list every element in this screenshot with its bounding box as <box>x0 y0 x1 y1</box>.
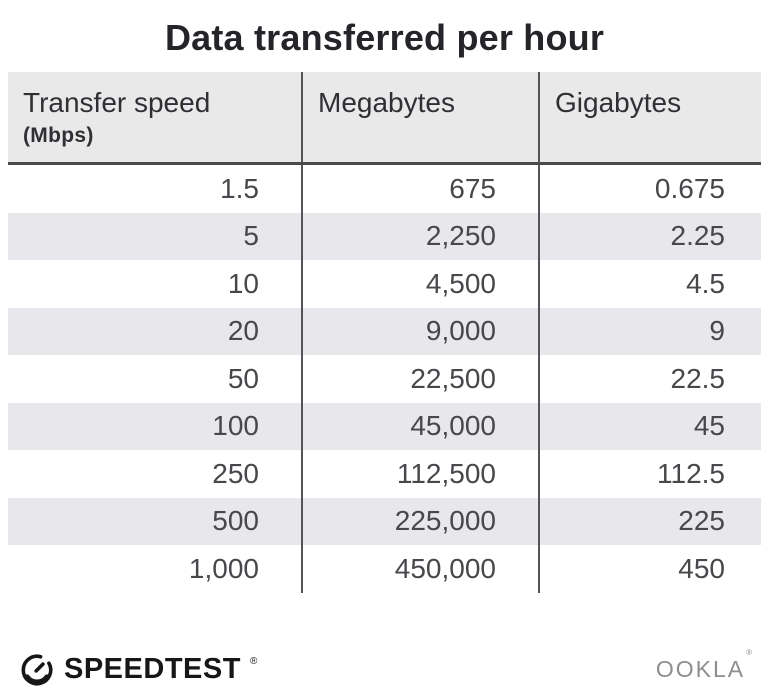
table-cell: 22,500 <box>301 355 538 403</box>
table-cell: 22.5 <box>538 355 761 403</box>
table-cell: 250 <box>212 457 259 489</box>
table-cell: 225,000 <box>301 497 538 545</box>
table-row: 5 2,250 2.25 <box>8 212 761 260</box>
table-cell: 450 <box>538 545 761 593</box>
table-cell: 100 <box>212 410 259 442</box>
table-header-row: Transfer speed (Mbps) Megabytes Gigabyte… <box>8 72 761 165</box>
table-row: 100 45,000 45 <box>8 402 761 450</box>
table-body: 1.5 675 0.675 5 2,250 2.25 10 4,500 4.5 20 9,000 9 5… <box>8 165 761 593</box>
page-title: Data transferred per hour <box>164 17 605 58</box>
table-row: 250 112,500 112.5 <box>8 450 761 498</box>
table-cell: 50 <box>227 362 259 394</box>
column-header-gigabytes: Gigabytes <box>538 72 761 162</box>
table-cell: 4,500 <box>301 260 538 308</box>
table-cell: 45,000 <box>301 402 538 450</box>
table-cell: 0.675 <box>538 165 761 213</box>
footer: SPEEDTEST ® OOKLA® <box>18 648 753 688</box>
registered-trademark-icon: ® <box>746 647 754 657</box>
speedtest-gauge-icon <box>21 654 53 686</box>
speedtest-logo: SPEEDTEST ® <box>18 650 258 688</box>
column-header-transfer-speed: Transfer speed (Mbps) <box>8 72 301 162</box>
table-row: 1,000 450,000 450 <box>8 545 761 593</box>
table-cell: 450,000 <box>301 545 538 593</box>
column-header-megabytes: Megabytes <box>301 72 538 162</box>
table-row: 10 4,500 4.5 <box>8 260 761 308</box>
table-row: 1.5 675 0.675 <box>8 165 761 213</box>
table-cell: 1,000 <box>188 552 259 584</box>
column-header-label: Megabytes <box>318 87 455 118</box>
table-cell: 9,000 <box>301 307 538 355</box>
table-cell: 500 <box>212 505 259 537</box>
table-row: 20 9,000 9 <box>8 307 761 355</box>
ookla-wordmark: OOKLA <box>655 655 746 682</box>
registered-trademark-icon: ® <box>249 655 258 667</box>
table-cell: 112,500 <box>301 450 538 498</box>
table-cell: 2,250 <box>301 212 538 260</box>
table-cell: 10 <box>227 267 259 299</box>
table-cell: 20 <box>227 315 259 347</box>
speedtest-wordmark: SPEEDTEST <box>64 652 241 685</box>
table-cell: 45 <box>538 402 761 450</box>
table-cell: 1.5 <box>220 172 259 204</box>
ookla-logo: OOKLA® <box>655 648 753 682</box>
table-cell: 2.25 <box>538 212 761 260</box>
table-cell: 225 <box>538 497 761 545</box>
table-cell: 112.5 <box>538 450 761 498</box>
data-table: Transfer speed (Mbps) Megabytes Gigabyte… <box>8 72 761 593</box>
table-cell: 675 <box>301 165 538 213</box>
column-header-label: Gigabytes <box>555 87 682 118</box>
column-header-label: Transfer speed <box>23 87 211 118</box>
column-header-unit: (Mbps) <box>23 124 94 148</box>
table-cell: 5 <box>243 220 259 252</box>
table-row: 50 22,500 22.5 <box>8 355 761 403</box>
table-cell: 4.5 <box>538 260 761 308</box>
table-row: 500 225,000 225 <box>8 497 761 545</box>
table-cell: 9 <box>538 307 761 355</box>
